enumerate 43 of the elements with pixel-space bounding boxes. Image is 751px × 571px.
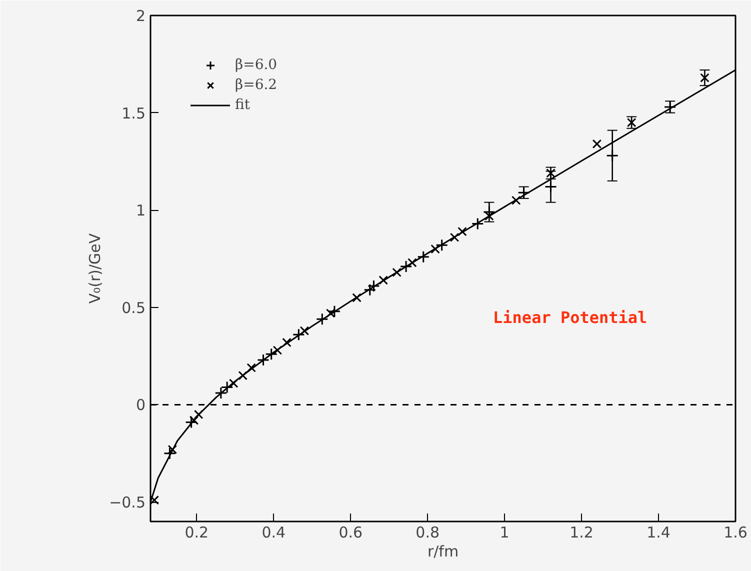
point bbox=[352, 293, 362, 302]
point bbox=[392, 268, 402, 278]
y-tick-label: −0.5 bbox=[109, 494, 146, 512]
legend-label: β=6.0 bbox=[235, 57, 278, 73]
point bbox=[300, 326, 310, 336]
point bbox=[430, 244, 440, 254]
point bbox=[292, 328, 305, 341]
x-tick-label: 0.8 bbox=[416, 524, 440, 542]
x-tick-label: 1.2 bbox=[570, 524, 594, 542]
point bbox=[450, 232, 460, 242]
x-tick-label: 1 bbox=[500, 524, 510, 542]
x-tick-label: 0.4 bbox=[262, 524, 286, 542]
y-tick-label: 1.5 bbox=[122, 104, 146, 122]
point bbox=[185, 416, 198, 428]
x-tick-label: 1.4 bbox=[646, 524, 670, 542]
point bbox=[194, 410, 204, 420]
point bbox=[511, 196, 521, 206]
annotation: Linear Potential bbox=[493, 308, 648, 327]
point bbox=[163, 447, 176, 460]
x-tick-label: 1.6 bbox=[724, 524, 748, 542]
point bbox=[544, 180, 558, 194]
point bbox=[328, 305, 341, 318]
point bbox=[246, 363, 256, 372]
point bbox=[436, 238, 448, 252]
y-tick-label: 0.5 bbox=[122, 298, 146, 317]
point bbox=[606, 149, 619, 162]
point bbox=[364, 284, 376, 296]
point bbox=[282, 338, 292, 348]
y-axis-title: V₀(r)/GeV bbox=[86, 232, 104, 304]
y-tick-label: 0 bbox=[136, 396, 146, 414]
legend-label: β=6.2 bbox=[235, 77, 278, 93]
point bbox=[700, 73, 710, 82]
y-tick-label: 1 bbox=[136, 202, 146, 220]
point bbox=[238, 370, 248, 380]
point bbox=[417, 250, 430, 264]
x-tick-label: 0.6 bbox=[338, 524, 363, 542]
point bbox=[458, 226, 467, 236]
legend-label: fit bbox=[235, 97, 251, 113]
x-axis-title: r/fm bbox=[427, 542, 459, 560]
point bbox=[189, 416, 199, 425]
x-tick-label: 0.2 bbox=[184, 524, 209, 542]
y-tick-label: 2 bbox=[136, 7, 146, 25]
point bbox=[592, 139, 602, 149]
